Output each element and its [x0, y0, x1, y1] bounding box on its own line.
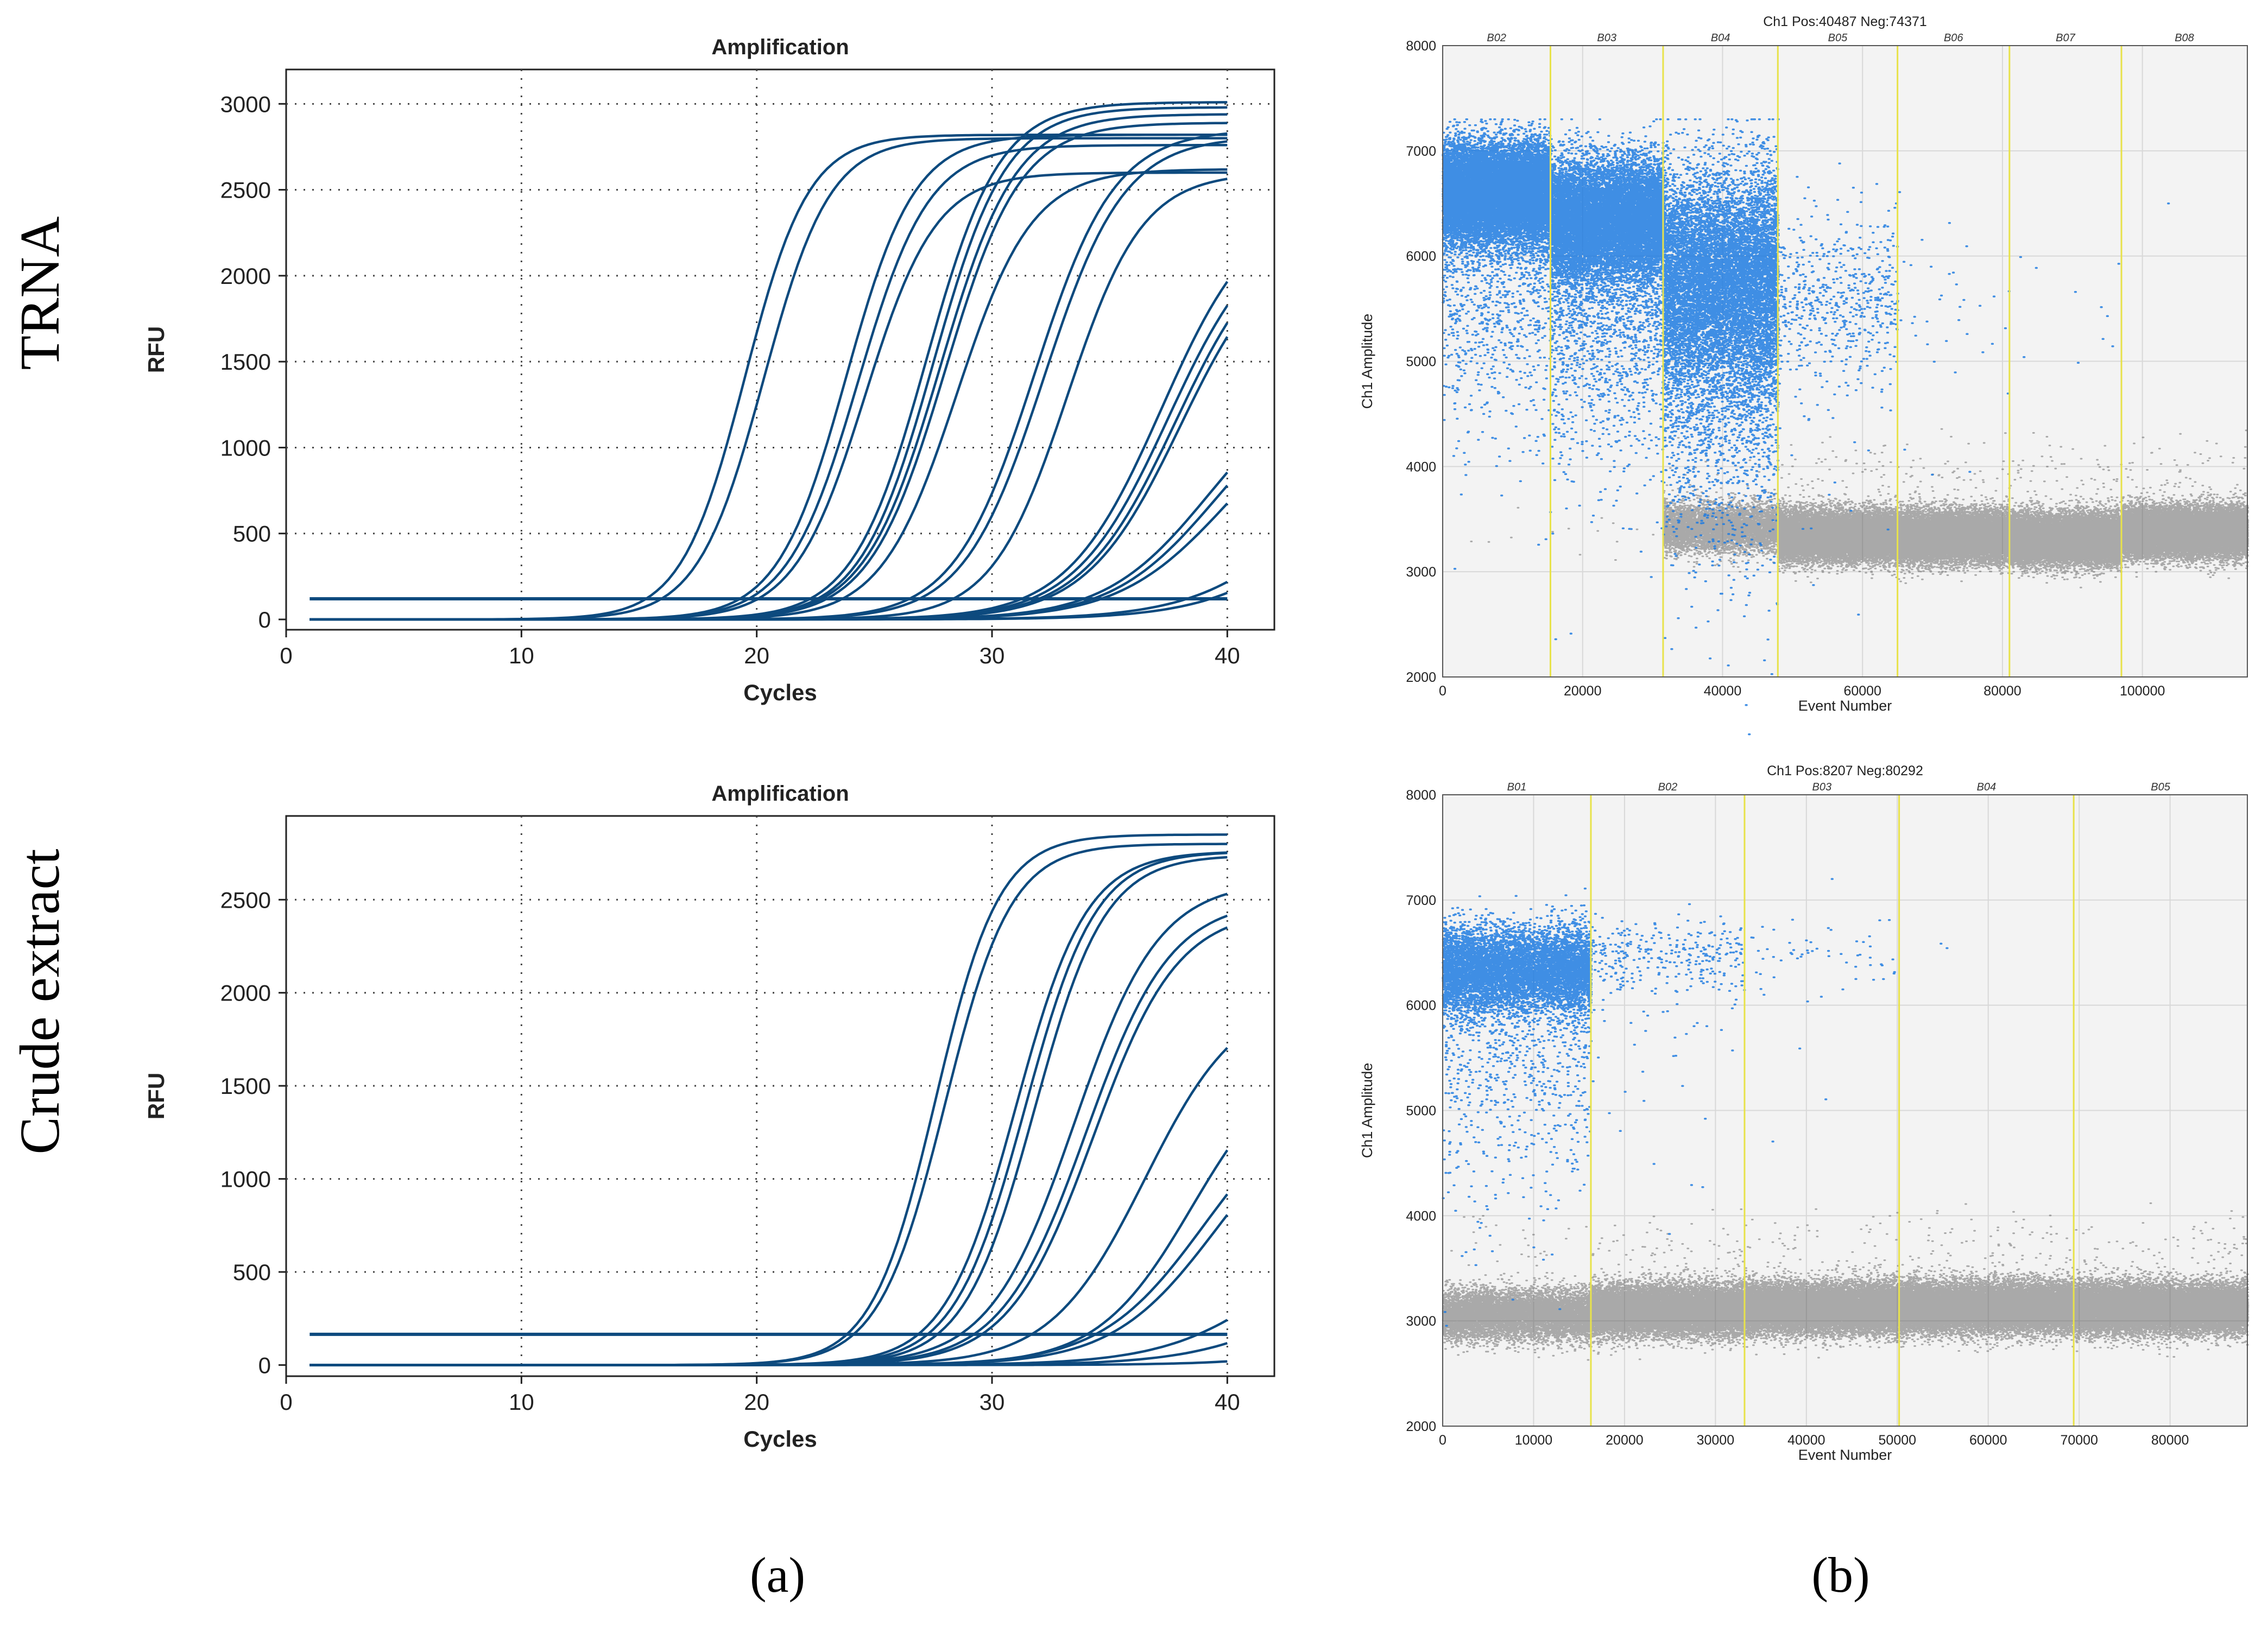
x-axis-label: Event Number	[1798, 698, 1892, 714]
panel-label-b: (b)	[1811, 1547, 1869, 1603]
well-label: B05	[1828, 32, 1848, 44]
y-tick-label: 1000	[220, 435, 271, 460]
x-tick-label: 60000	[1843, 683, 1881, 699]
x-tick-label: 0	[1439, 683, 1446, 699]
x-tick-label: 20000	[1564, 683, 1602, 699]
chart-title: Ch1 Pos:8207 Neg:80292	[1767, 763, 1923, 778]
x-tick-label: 80000	[1983, 683, 2021, 699]
y-tick-label: 8000	[1406, 788, 1436, 803]
x-tick-label: 70000	[2060, 1433, 2098, 1448]
y-axis-label: RFU	[143, 1073, 169, 1119]
x-axis-label: Cycles	[743, 1426, 817, 1452]
well-label: B03	[1597, 32, 1616, 44]
y-tick-label: 7000	[1406, 144, 1436, 159]
y-tick-label: 0	[258, 607, 271, 632]
well-label: B05	[2151, 781, 2170, 793]
y-tick-label: 8000	[1406, 39, 1436, 54]
y-tick-label: 2000	[220, 980, 271, 1006]
y-tick-label: 1500	[220, 1073, 271, 1099]
y-axis-label: Ch1 Amplitude	[1359, 314, 1375, 409]
x-tick-label: 20	[744, 1389, 769, 1415]
x-tick-label: 40000	[1787, 1433, 1825, 1448]
y-tick-label: 7000	[1406, 893, 1436, 908]
chart-title: Amplification	[711, 782, 849, 806]
x-tick-label: 0	[280, 1389, 292, 1415]
x-axis-label: Event Number	[1798, 1447, 1892, 1463]
qpcr-crude-chart: 0 10 20 30 40 0 500 1000 1500 2000 2500 Amplificati…	[143, 782, 1274, 1452]
y-tick-label: 4000	[1406, 459, 1436, 474]
y-tick-label: 500	[233, 521, 271, 547]
y-axis-label: Ch1 Amplitude	[1359, 1063, 1375, 1158]
plot-area	[286, 69, 1274, 630]
well-label: B04	[1977, 781, 1997, 793]
y-tick-label: 500	[233, 1259, 271, 1285]
x-tick-label: 60000	[1969, 1433, 2007, 1448]
y-tick-label: 1000	[220, 1167, 271, 1192]
x-tick-label: 30	[980, 1389, 1005, 1415]
y-tick-label: 5000	[1406, 354, 1436, 370]
y-tick-label: 1500	[220, 349, 271, 375]
well-label: B06	[1944, 32, 1963, 44]
x-tick-label: 0	[1439, 1433, 1446, 1448]
well-label: B08	[2175, 32, 2194, 44]
x-tick-label: 10	[509, 1389, 534, 1415]
x-tick-label: 20	[744, 643, 769, 668]
x-tick-label: 30000	[1697, 1433, 1735, 1448]
y-tick-label: 2000	[220, 263, 271, 289]
y-tick-label: 6000	[1406, 998, 1436, 1014]
row-label-trna: TRNA	[9, 216, 71, 370]
x-tick-label: 10	[509, 643, 534, 668]
x-tick-label: 50000	[1879, 1433, 1917, 1448]
x-tick-label: 20000	[1606, 1433, 1644, 1448]
qpcr-trna-chart: 0 10 20 30 40 0 500 1000 1500 2000 2500 3000 Amplifi…	[143, 35, 1274, 705]
well-label: B02	[1487, 32, 1506, 44]
x-tick-label: 0	[280, 643, 292, 668]
y-tick-label: 2500	[220, 887, 271, 913]
x-tick-label: 10000	[1515, 1433, 1553, 1448]
x-tick-label: 80000	[2151, 1433, 2189, 1448]
y-tick-label: 2500	[220, 178, 271, 203]
well-label: B04	[1711, 32, 1730, 44]
y-tick-label: 3000	[220, 91, 271, 117]
x-tick-label: 40	[1215, 643, 1240, 668]
well-label: B03	[1812, 781, 1832, 793]
x-tick-label: 30	[980, 643, 1005, 668]
x-axis-label: Cycles	[743, 680, 817, 705]
y-tick-label: 3000	[1406, 1314, 1436, 1329]
y-tick-label: 3000	[1406, 565, 1436, 580]
panel-label-a: (a)	[750, 1547, 805, 1603]
chart-title: Amplification	[711, 35, 849, 59]
y-tick-label: 5000	[1406, 1104, 1436, 1119]
well-label: B02	[1658, 781, 1678, 793]
row-label-crude-extract: Crude extract	[9, 849, 71, 1154]
x-tick-label: 100000	[2120, 683, 2165, 699]
well-label: B07	[2056, 32, 2075, 44]
y-tick-label: 2000	[1406, 670, 1436, 685]
well-label: B01	[1507, 781, 1527, 793]
x-tick-label: 40	[1215, 1389, 1240, 1415]
y-tick-label: 6000	[1406, 249, 1436, 264]
y-tick-label: 4000	[1406, 1208, 1436, 1224]
y-tick-label: 2000	[1406, 1419, 1436, 1434]
y-axis-label: RFU	[143, 326, 169, 373]
y-tick-label: 0	[258, 1352, 271, 1378]
x-tick-label: 40000	[1704, 683, 1742, 699]
chart-title: Ch1 Pos:40487 Neg:74371	[1763, 14, 1927, 29]
